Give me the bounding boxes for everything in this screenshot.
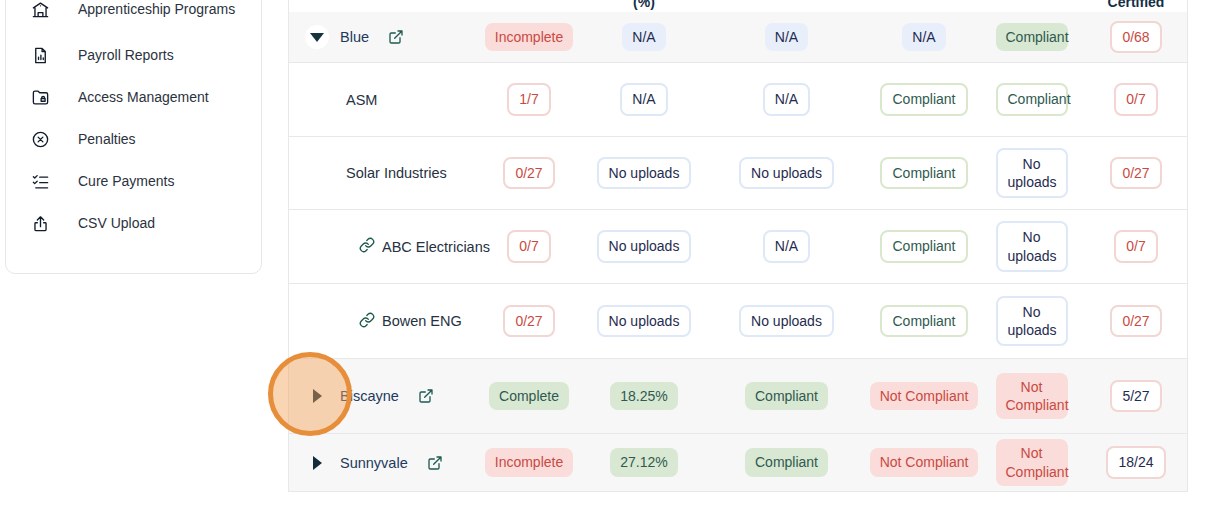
status-badge: 0/7 [507,230,550,262]
contractor-name: Sunnyvale [340,455,408,471]
certified-count-badge: 0/27 [1110,157,1161,189]
status-badge: N/A [902,23,945,51]
sidebar-item-csv-upload[interactable]: CSV Upload [6,202,261,244]
compliance-table: (%) Certified Blue Incomplete N/A N/A N/… [288,0,1188,492]
status-badge: Compliant [745,382,828,410]
expand-row-button[interactable] [305,451,329,475]
sidebar-item-label: Apprenticeship Programs [78,1,235,18]
column-header-percent: (%) [633,0,655,10]
status-badge: 0/27 [503,305,554,337]
contractor-name: Bowen ENG [382,313,462,329]
status-badge: Compliant [745,448,828,476]
contractor-name: ASM [346,92,377,108]
sidebar-item-label: Cure Payments [78,173,174,190]
certified-count-badge: 18/24 [1106,446,1165,478]
external-link-icon[interactable] [388,29,404,45]
status-badge: Not Compliant [996,439,1068,485]
report-document-icon [31,46,50,65]
status-badge: No uploads [996,148,1068,198]
external-link-icon[interactable] [427,455,443,471]
table-row[interactable]: Bowen ENG 0/27 No uploads No uploads Com… [289,283,1187,358]
sidebar-item-label: Penalties [78,131,136,148]
status-badge: No uploads [996,296,1068,346]
status-badge: N/A [763,83,810,115]
sidebar-item-payroll-reports[interactable]: Payroll Reports [6,34,261,76]
certified-count-badge: 0/68 [1110,21,1161,53]
table-row[interactable]: Sunnyvale Incomplete 27.12% Compliant No… [289,433,1187,491]
status-badge: N/A [763,230,810,262]
contractor-name: Blue [340,29,369,45]
sidebar-item-apprenticeship-programs[interactable]: Apprenticeship Programs [6,0,261,34]
sidebar-item-penalties[interactable]: Penalties [6,118,261,160]
status-badge: Not Compliant [870,382,979,410]
link-icon [359,237,375,256]
status-badge: Incomplete [485,23,573,51]
status-badge: Complete [489,382,569,410]
status-badge: No uploads [996,221,1068,271]
table-row[interactable]: ASM 1/7 N/A N/A Compliant Compliant 0/7 [289,62,1187,136]
status-badge: Compliant [996,83,1068,115]
column-header-certified: Certified [1108,0,1165,10]
status-badge: Compliant [880,157,967,189]
status-badge: 1/7 [507,83,550,115]
external-link-icon[interactable] [418,388,434,404]
status-badge: Compliant [880,83,967,115]
status-badge: N/A [622,23,665,51]
triangle-right-icon [313,389,322,403]
sidebar-item-access-management[interactable]: Access Management [6,76,261,118]
checklist-icon [31,172,50,191]
table-row[interactable]: Blue Incomplete N/A N/A N/A Compliant 0/… [289,12,1187,62]
status-badge: N/A [765,23,808,51]
contractor-name: Biscayne [340,388,399,404]
status-badge: 0/27 [503,157,554,189]
status-badge: No uploads [739,157,834,189]
school-building-icon [31,0,50,19]
status-badge: 18.25% [610,382,677,410]
status-badge: Compliant [880,305,967,337]
link-icon [359,312,375,331]
status-badge: No uploads [739,305,834,337]
contractor-name: Solar Industries [346,165,447,181]
status-badge: N/A [620,83,667,115]
sidebar-item-label: Access Management [78,89,209,106]
table-row[interactable]: Solar Industries 0/27 No uploads No uplo… [289,136,1187,209]
status-badge: 27.12% [610,448,677,476]
sidebar-item-label: Payroll Reports [78,47,174,64]
sidebar-item-label: CSV Upload [78,215,155,232]
status-badge: Incomplete [485,448,573,476]
certified-count-badge: 5/27 [1110,380,1161,412]
upload-icon [31,214,50,233]
certified-count-badge: 0/7 [1114,83,1157,115]
sidebar-item-cure-payments[interactable]: Cure Payments [6,160,261,202]
collapse-row-button[interactable] [305,25,329,49]
certified-count-badge: 0/27 [1110,305,1161,337]
expand-row-button[interactable] [305,384,329,408]
status-badge: Compliant [880,230,967,262]
sidebar: Apprenticeship Programs Payroll Reports … [5,0,262,274]
table-row[interactable]: Biscayne Complete 18.25% Compliant Not C… [289,358,1187,433]
triangle-right-icon [313,456,322,470]
triangle-down-icon [310,33,324,42]
status-badge: No uploads [597,157,692,189]
status-badge: Not Compliant [996,373,1068,419]
certified-count-badge: 0/7 [1114,230,1157,262]
circle-x-icon [31,130,50,149]
status-badge: Compliant [996,23,1068,51]
status-badge: Not Compliant [870,448,979,476]
table-row[interactable]: ABC Electricians 0/7 No uploads N/A Comp… [289,209,1187,283]
status-badge: No uploads [597,230,692,262]
status-badge: No uploads [597,305,692,337]
table-header-row: (%) Certified [289,0,1187,12]
folder-lock-icon [31,88,50,107]
